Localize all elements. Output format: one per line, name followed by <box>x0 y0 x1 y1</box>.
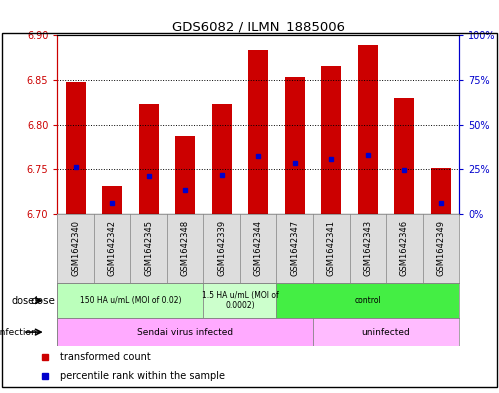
Text: GSM1642347: GSM1642347 <box>290 220 299 276</box>
Bar <box>65 82 86 214</box>
Text: GSM1642342: GSM1642342 <box>108 220 117 275</box>
Text: GSM1642346: GSM1642346 <box>400 220 409 276</box>
Bar <box>313 318 459 346</box>
Text: GSM1642348: GSM1642348 <box>181 220 190 276</box>
Bar <box>57 283 204 318</box>
Text: transformed count: transformed count <box>60 352 151 362</box>
Bar <box>276 283 459 318</box>
Title: GDS6082 / ILMN_1885006: GDS6082 / ILMN_1885006 <box>172 20 345 33</box>
Text: 1.5 HA u/mL (MOI of
0.0002): 1.5 HA u/mL (MOI of 0.0002) <box>202 291 278 310</box>
Text: GSM1642343: GSM1642343 <box>363 220 372 276</box>
Bar <box>285 77 305 214</box>
Bar <box>394 98 414 214</box>
Bar <box>57 318 313 346</box>
Bar <box>102 185 122 214</box>
Text: control: control <box>354 296 381 305</box>
Text: GSM1642339: GSM1642339 <box>217 220 226 276</box>
Bar <box>248 50 268 214</box>
Text: uninfected: uninfected <box>362 328 410 336</box>
Text: dose: dose <box>11 296 34 306</box>
Bar <box>212 104 232 214</box>
Text: Sendai virus infected: Sendai virus infected <box>137 328 233 336</box>
Text: GSM1642344: GSM1642344 <box>253 220 263 275</box>
Text: dose: dose <box>30 296 55 306</box>
Bar <box>321 66 341 214</box>
Bar <box>175 136 195 214</box>
Text: percentile rank within the sample: percentile rank within the sample <box>60 371 225 382</box>
Text: GSM1642349: GSM1642349 <box>436 220 445 275</box>
Text: GSM1642341: GSM1642341 <box>327 220 336 275</box>
Text: infection: infection <box>0 328 37 336</box>
Bar <box>139 104 159 214</box>
Text: GSM1642340: GSM1642340 <box>71 220 80 275</box>
Bar <box>358 45 378 214</box>
Bar <box>431 168 451 214</box>
Text: 150 HA u/mL (MOI of 0.02): 150 HA u/mL (MOI of 0.02) <box>80 296 181 305</box>
Text: GSM1642345: GSM1642345 <box>144 220 153 275</box>
Bar <box>204 283 276 318</box>
